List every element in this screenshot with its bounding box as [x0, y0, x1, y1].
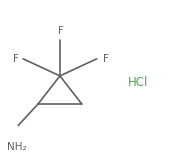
Text: HCl: HCl [128, 76, 149, 89]
Text: F: F [58, 26, 64, 36]
Text: F: F [103, 54, 109, 64]
Text: F: F [13, 54, 19, 64]
Text: NH₂: NH₂ [7, 142, 27, 152]
